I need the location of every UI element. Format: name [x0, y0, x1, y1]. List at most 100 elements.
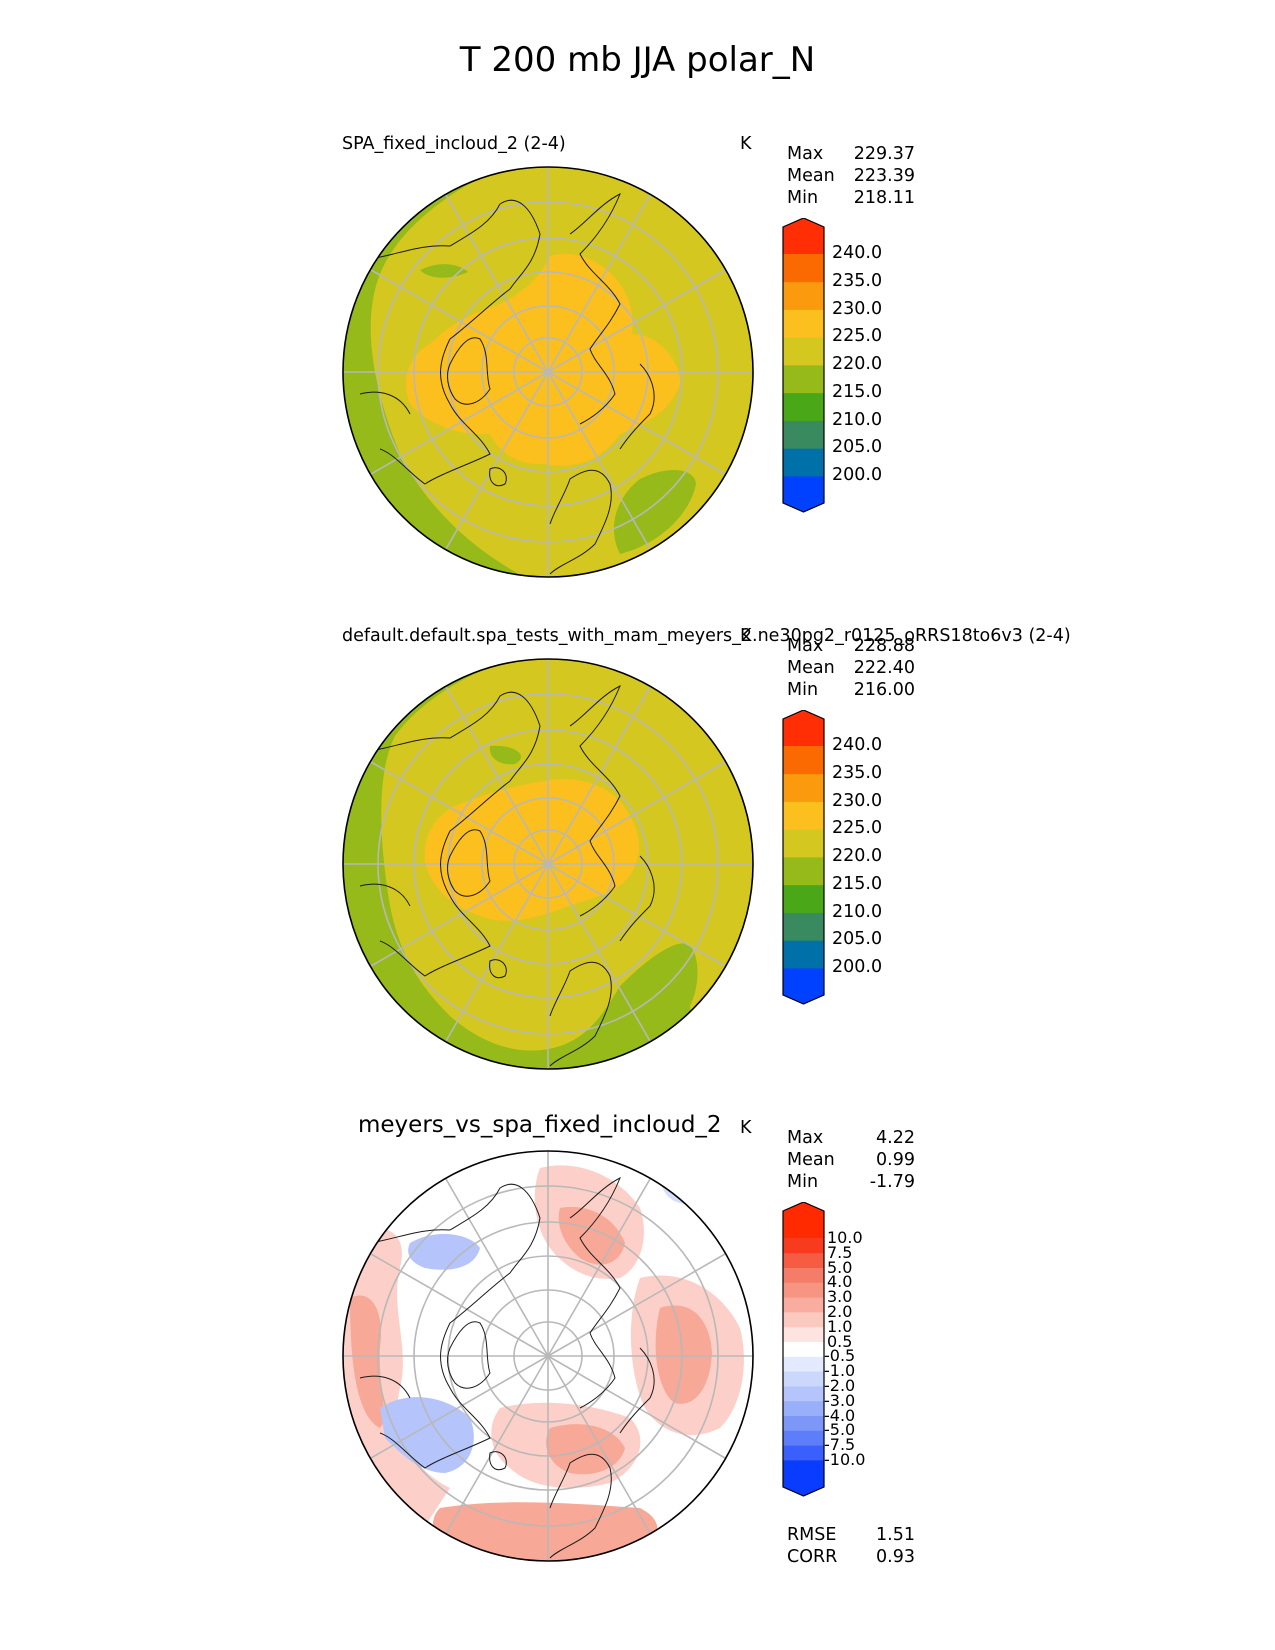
panel-1-mean: 223.39	[853, 166, 915, 186]
panel-1-map	[342, 166, 754, 578]
panel-2-stats: Max 228.88 Mean 222.40 Min 216.00	[787, 636, 915, 700]
colorbar-tick-label: 205.0	[832, 929, 883, 950]
colorbar-tick-label: 225.0	[832, 326, 883, 347]
colorbar-tick-label: 240.0	[832, 243, 883, 263]
colorbar-extend-high	[783, 1202, 824, 1238]
colorbar-tick-label: 200.0	[832, 957, 883, 977]
colorbar-segment	[783, 392, 824, 421]
panel-2-mean: 222.40	[853, 658, 915, 678]
colorbar-tick-label: -4.0	[824, 1405, 856, 1425]
colorbar-tick-label: 230.0	[832, 298, 883, 319]
panel-3-corr: 0.93	[876, 1547, 915, 1567]
panel-3-field-pos-west-core	[350, 1295, 385, 1428]
colorbar-tick-label: 2.0	[827, 1302, 853, 1321]
colorbar-tick-label: 1.0	[827, 1316, 853, 1336]
panel-3-field-pos-bottom	[432, 1502, 658, 1561]
panel-3-field-neg-south	[380, 1397, 474, 1473]
colorbar-tick-label: 240.0	[832, 735, 883, 755]
colorbar-segment	[783, 1356, 824, 1372]
colorbar-segment	[783, 1341, 824, 1357]
colorbar-tick-label: 10.0	[827, 1228, 863, 1247]
colorbar-tick-label: -3.0	[824, 1390, 856, 1410]
colorbar-segment	[783, 1445, 824, 1461]
colorbar-segment	[783, 1238, 824, 1254]
colorbar-tick-label: 215.0	[832, 381, 883, 402]
colorbar-segment	[783, 1371, 824, 1387]
panel-3-max: 4.22	[876, 1128, 915, 1148]
colorbar-segment	[783, 801, 824, 830]
panel-2-title: default.default.spa_tests_with_mam_meyer…	[342, 626, 1071, 646]
panel-2-colorbar-segments	[782, 710, 825, 1005]
colorbar-segment	[783, 1252, 824, 1268]
panel-2-map	[342, 658, 754, 1070]
colorbar-segment	[783, 912, 824, 941]
panel-3-field-pos-east-core	[655, 1305, 712, 1404]
panel-2-units: K	[740, 626, 752, 646]
colorbar-tick-label: 7.5	[827, 1242, 853, 1262]
panel-3-rmse: 1.51	[876, 1525, 915, 1545]
colorbar-segment	[783, 1282, 824, 1298]
panel-3-units: K	[740, 1118, 752, 1138]
panel-1-max: 229.37	[853, 144, 915, 164]
colorbar-segment	[783, 1430, 824, 1446]
colorbar-segment	[783, 420, 824, 449]
colorbar-extend-high	[783, 218, 824, 254]
colorbar-outline	[782, 1202, 825, 1497]
colorbar-tick-label: 210.0	[832, 409, 883, 430]
colorbar-segment	[783, 1326, 824, 1342]
panel-1-units: K	[740, 134, 752, 154]
colorbar-segment	[783, 1400, 824, 1416]
panel-1-field-cold-south	[613, 469, 696, 554]
colorbar-tick-label: 4.0	[827, 1272, 853, 1292]
colorbar-extend-low	[783, 476, 824, 512]
panel-3-field-neg-north	[408, 1233, 480, 1270]
colorbar-segment	[783, 281, 824, 310]
colorbar-tick-label: 220.0	[832, 354, 883, 374]
panel-1-field-warm-core	[406, 253, 681, 466]
colorbar-extend-high	[783, 710, 824, 746]
colorbar-outline	[782, 710, 825, 1005]
panel-2-max: 228.88	[853, 636, 915, 656]
panel-1-min: 218.11	[853, 188, 915, 208]
colorbar-tick-label: 235.0	[832, 762, 883, 783]
panel-1-colorbar	[782, 218, 825, 513]
colorbar-tick-label: 0.5	[827, 1331, 853, 1351]
panel-3-stats: Max 4.22 Mean 0.99 Min -1.79	[787, 1128, 915, 1192]
colorbar-segment	[783, 940, 824, 969]
colorbar-segment	[783, 884, 824, 913]
panel-2-field-cold-patch	[489, 745, 521, 765]
colorbar-tick-label: 5.0	[827, 1257, 853, 1277]
panel-3-map	[342, 1150, 754, 1562]
colorbar-segment	[783, 746, 824, 775]
colorbar-tick-label: 225.0	[832, 818, 883, 839]
colorbar-tick-label: 205.0	[832, 437, 883, 458]
panel-3-colorbar-segments	[782, 1202, 825, 1497]
panel-1-field-cold-west	[343, 167, 530, 577]
colorbar-tick-label: 3.0	[827, 1287, 853, 1307]
colorbar-segment	[783, 309, 824, 338]
panel-3-min: -1.79	[869, 1172, 915, 1192]
colorbar-segment	[783, 337, 824, 366]
colorbar-tick-label: -0.5	[824, 1346, 856, 1366]
colorbar-extend-low	[783, 1460, 824, 1496]
colorbar-segment	[783, 254, 824, 283]
colorbar-tick-label: -5.0	[824, 1420, 856, 1440]
colorbar-tick-label: 215.0	[832, 873, 883, 894]
colorbar-extend-low	[783, 968, 824, 1004]
colorbar-segment	[783, 1415, 824, 1431]
panel-1-title: SPA_fixed_incloud_2 (2-4)	[342, 134, 566, 154]
panel-2-min: 216.00	[853, 680, 915, 700]
colorbar-outline	[782, 218, 825, 513]
colorbar-segment	[783, 1297, 824, 1313]
colorbar-tick-label: 235.0	[832, 270, 883, 291]
panel-2-colorbar	[782, 710, 825, 1005]
colorbar-segment	[783, 1312, 824, 1328]
panel-3-footer-stats: RMSE 1.51 CORR 0.93	[787, 1525, 915, 1567]
colorbar-tick-label: 230.0	[832, 790, 883, 811]
panel-3-title: meyers_vs_spa_fixed_incloud_2	[358, 1112, 722, 1138]
colorbar-tick-label: 210.0	[832, 901, 883, 922]
colorbar-segment	[783, 773, 824, 802]
colorbar-segment	[783, 857, 824, 886]
colorbar-tick-label: -7.5	[824, 1435, 856, 1455]
panel-3-colorbar	[782, 1202, 825, 1497]
